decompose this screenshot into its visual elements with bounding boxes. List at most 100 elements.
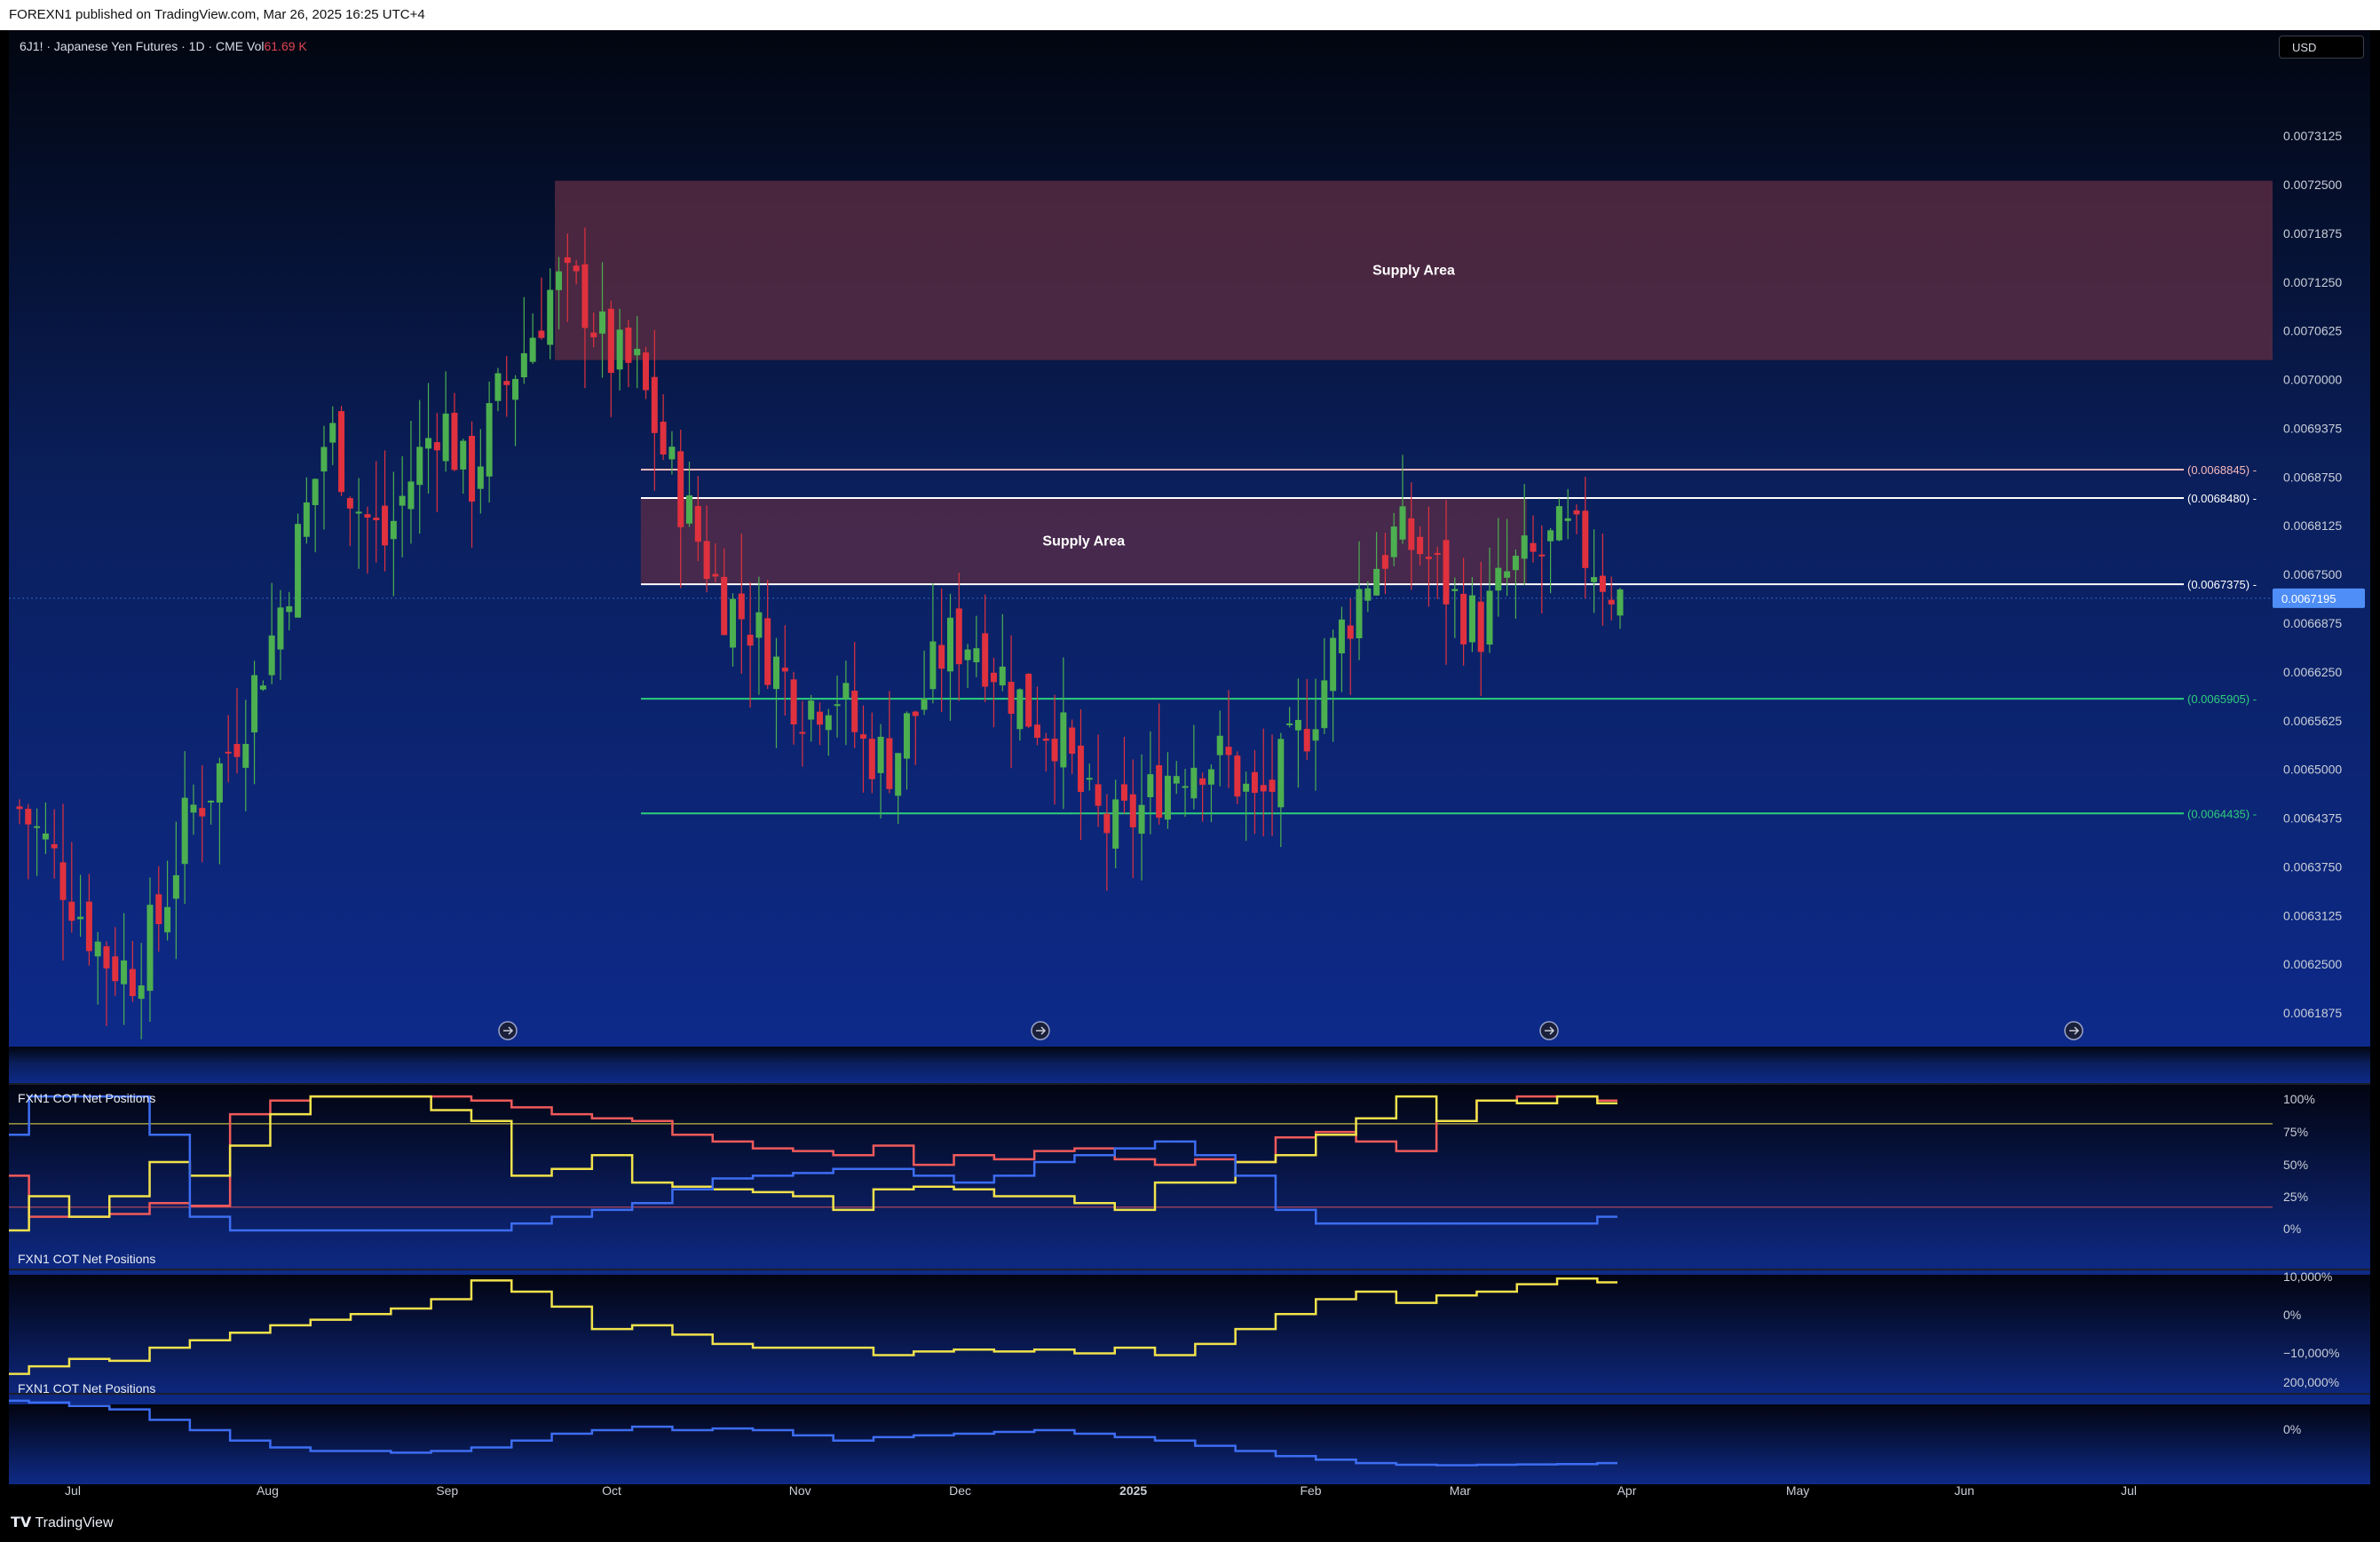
candle-body <box>1207 769 1214 785</box>
candle-body <box>747 635 754 646</box>
supply-area-label: Supply Area <box>1372 264 1455 279</box>
candle-body <box>103 945 110 969</box>
candle-body <box>721 576 728 636</box>
candle-body <box>799 731 806 734</box>
candle-body <box>399 495 406 506</box>
candle-body <box>1504 571 1511 578</box>
y-axis-tick: 0.0072500 <box>2283 178 2342 192</box>
candle-body <box>1156 765 1163 818</box>
x-axis-month: Oct <box>602 1483 621 1498</box>
price-level-label: (0.0068845) - <box>2187 463 2257 477</box>
candle-body <box>790 679 797 724</box>
candle-body <box>1069 727 1076 755</box>
candle-body <box>138 985 145 1000</box>
y-axis-tick: 0.0070000 <box>2283 373 2342 387</box>
x-axis-month: Dec <box>949 1483 971 1498</box>
last-price-value: 0.0067195 <box>2281 592 2336 605</box>
candle-body <box>1547 530 1554 542</box>
candle-body <box>1460 593 1467 644</box>
candle-body <box>469 436 476 502</box>
candle-body <box>85 901 92 952</box>
candle-body <box>1356 589 1363 638</box>
candle-body <box>416 447 423 486</box>
candle-body <box>921 698 928 710</box>
candle-body <box>121 960 128 985</box>
vol-label: Vol <box>247 39 265 53</box>
price-level-label: (0.0068480) - <box>2187 492 2257 505</box>
candle-body <box>129 969 136 997</box>
candle-body <box>1364 588 1372 601</box>
candle-body <box>442 413 449 462</box>
chart-canvas[interactable]: Supply Area Supply Area (0.0068845) - (0.0… <box>9 30 2370 1506</box>
y-axis-tick: 0.0071250 <box>2283 275 2342 289</box>
pane-gap <box>9 1047 2370 1084</box>
candle-body <box>1330 637 1337 692</box>
candle-body <box>34 826 41 828</box>
x-axis-month: Aug <box>257 1483 279 1498</box>
candle-body <box>155 894 162 925</box>
arrow-icon <box>2069 1026 2080 1035</box>
arrow-icon <box>1545 1026 1555 1035</box>
candle-body <box>668 447 676 460</box>
candle-body <box>1591 577 1598 582</box>
y-axis-tick: 0.0069375 <box>2283 421 2342 435</box>
cot-pane1-label: FXN1 COT Net Positions <box>18 1091 156 1105</box>
candle-body <box>199 808 206 817</box>
x-axis-month: 2025 <box>1119 1483 1147 1498</box>
candle-body <box>164 906 171 933</box>
candle-body <box>1216 735 1223 755</box>
candle-body <box>25 809 32 825</box>
candle-body <box>529 337 536 362</box>
candle-body <box>1451 589 1459 591</box>
candle-body <box>634 348 641 356</box>
x-axis-month: Feb <box>1300 1483 1321 1498</box>
candle-body <box>242 743 249 768</box>
candle-body <box>312 478 319 506</box>
candle-body <box>547 289 554 345</box>
candle-body <box>1286 723 1293 725</box>
candle-body <box>190 804 197 813</box>
supply-zone <box>555 180 2273 360</box>
candle-body <box>1260 785 1267 792</box>
x-axis-month: Mar <box>1450 1483 1471 1498</box>
x-axis-month: Nov <box>789 1483 811 1498</box>
candle-body <box>1033 724 1040 739</box>
y-axis-tick: 0.0070625 <box>2283 324 2342 338</box>
currency-button[interactable]: USD <box>2279 36 2364 59</box>
candle-body <box>1095 784 1102 806</box>
y-axis-tick: 0.0066250 <box>2283 665 2342 679</box>
candle-body <box>477 466 484 489</box>
candle-body <box>320 447 328 472</box>
candle-body <box>677 451 684 527</box>
candle-body <box>77 916 84 920</box>
candle-body <box>755 612 763 638</box>
cot-axis-tick: 50% <box>2283 1158 2308 1172</box>
symbol-legend[interactable]: 6J1! · Japanese Yen Futures · 1D · CME V… <box>20 39 307 53</box>
candle-body <box>1251 771 1258 794</box>
price-level-label: (0.0064435) - <box>2187 807 2257 820</box>
candle-body <box>425 438 432 449</box>
candle-body <box>817 711 823 725</box>
candle-body <box>303 502 310 537</box>
candle-body <box>1060 712 1067 768</box>
candle-body <box>251 675 258 733</box>
candle-body <box>1399 506 1406 540</box>
tradingview-logo[interactable]: 𝗧𝗩 TradingView <box>11 1514 114 1531</box>
pane2-bg <box>9 1275 2370 1404</box>
candle-body <box>1573 510 1580 515</box>
candle-body <box>329 423 336 443</box>
candle-body <box>694 506 701 542</box>
candle-body <box>660 421 667 455</box>
cot-axis-tick: 0% <box>2283 1308 2301 1322</box>
cot-series-blue <box>9 1399 1617 1467</box>
candle-body <box>1617 589 1624 616</box>
symbol-name: 6J1! · Japanese Yen Futures · 1D · CME <box>20 39 244 53</box>
cot-series-yellow <box>9 1095 1617 1232</box>
vol-value: 61.69 K <box>264 39 307 53</box>
brand-text: TradingView <box>35 1515 114 1530</box>
candle-body <box>773 656 780 690</box>
chart-area[interactable]: Supply Area Supply Area (0.0068845) - (0.0… <box>9 30 2370 1506</box>
candle-body <box>573 265 580 272</box>
candle-body <box>886 738 893 789</box>
candle-body <box>955 608 962 665</box>
